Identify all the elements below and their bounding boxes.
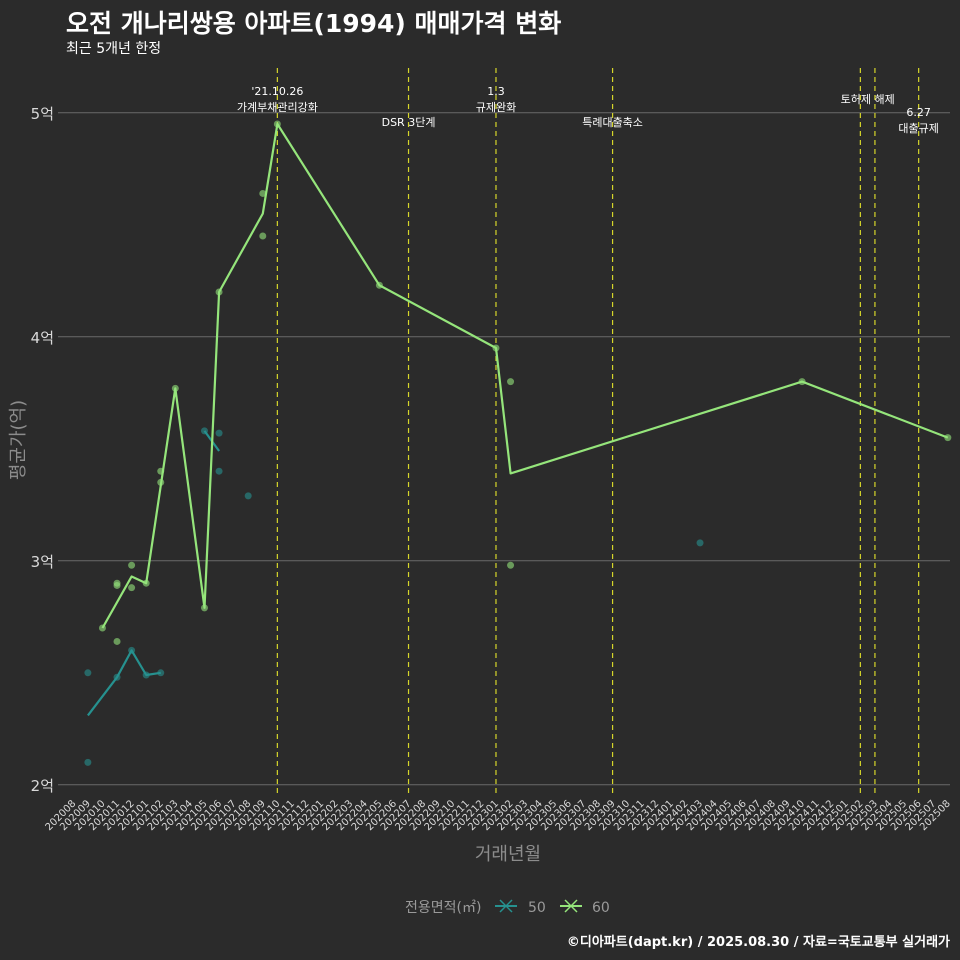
vline-label-202502-0: 토허제 해제 (841, 92, 895, 106)
series-layer (84, 120, 952, 766)
point-50-8 (215, 467, 223, 475)
point-60-8 (157, 478, 165, 486)
chart-title: 오전 개나리쌍용 아파트(1994) 매매가격 변화 (66, 9, 562, 38)
point-60-20 (944, 434, 952, 442)
x-axis-title: 거래년월 (475, 844, 541, 865)
vline-label-202110-1: 가계부채관리강화 (237, 101, 318, 114)
point-60-10 (200, 604, 208, 612)
point-60-15 (375, 281, 383, 289)
point-50-0 (84, 669, 92, 677)
vline-label-202207-0: DSR 3단계 (382, 116, 436, 129)
legend: 전용면적(㎡) 50 60 (405, 899, 610, 916)
point-50-5 (157, 669, 165, 677)
point-50-10 (696, 539, 704, 547)
series-50-line (87, 649, 161, 717)
point-50-7 (215, 429, 223, 437)
point-60-3 (113, 637, 121, 645)
point-60-19 (798, 378, 806, 386)
point-60-7 (157, 467, 165, 475)
point-50-9 (244, 492, 252, 500)
vline-label-202309-0: 특례대출축소 (582, 116, 643, 129)
vline-label-202506-1: 대출규제 (898, 122, 938, 135)
y-tick-3: 3억 (31, 553, 54, 571)
point-50-6 (200, 427, 208, 435)
point-60-12 (259, 189, 267, 197)
point-60-14 (273, 120, 281, 128)
point-60-5 (128, 584, 136, 592)
vline-label-202301-1: 규제완화 (476, 101, 516, 114)
point-60-18 (507, 561, 515, 569)
point-60-16 (492, 344, 500, 352)
point-50-1 (84, 758, 92, 766)
legend-key-50 (495, 899, 517, 913)
source-caption: ©디아파트(dapt.kr) / 2025.08.30 / 자료=국토교통부 실… (566, 935, 950, 950)
point-60-2 (113, 579, 121, 587)
point-50-4 (142, 671, 150, 679)
point-50-2 (113, 673, 121, 681)
grid-layer (58, 112, 950, 786)
y-tick-2: 2억 (31, 777, 54, 795)
point-60-9 (171, 384, 179, 392)
legend-label-60: 60 (592, 900, 610, 916)
y-tick-labels: 2억 3억 4억 5억 (31, 105, 54, 795)
legend-title: 전용면적(㎡) (405, 900, 481, 916)
legend-label-50: 50 (528, 900, 546, 916)
vline-label-202110-0: '21.10.26 (251, 85, 303, 98)
y-tick-4: 4억 (31, 329, 54, 347)
point-60-11 (215, 288, 223, 296)
vline-label-202301-0: 1.3 (487, 85, 505, 98)
x-tick-labels: 2020082020092020102020112020122021012021… (44, 798, 953, 833)
y-axis-title: 평균가(억) (8, 400, 29, 480)
point-60-0 (98, 624, 106, 632)
vline-label-202506-0: 6.27 (906, 106, 931, 119)
point-60-13 (259, 232, 267, 240)
point-60-6 (142, 579, 150, 587)
legend-key-60 (560, 899, 582, 913)
y-tick-5: 5억 (31, 105, 54, 123)
point-50-3 (128, 646, 136, 654)
chart-subtitle: 최근 5개년 한정 (66, 41, 162, 57)
point-60-4 (128, 561, 136, 569)
point-60-17 (507, 378, 515, 386)
series-60-line (101, 122, 949, 629)
